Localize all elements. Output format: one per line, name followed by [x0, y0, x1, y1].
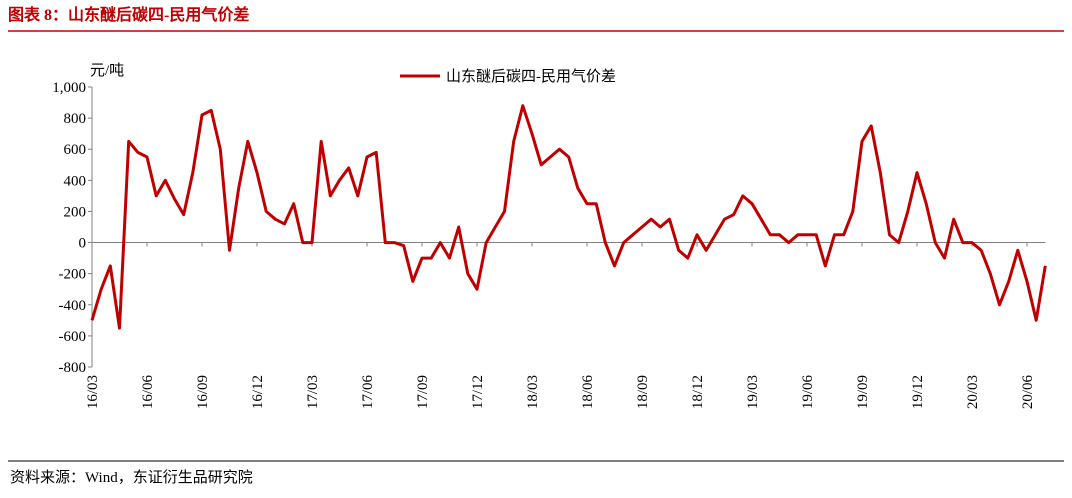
y-tick-label: 0 — [79, 236, 87, 252]
legend-label: 山东醚后碳四-民用气价差 — [446, 68, 616, 85]
x-tick-label: 19/03 — [745, 375, 761, 409]
y-tick-label: 200 — [64, 204, 87, 220]
x-tick-label: 20/06 — [1020, 375, 1036, 410]
line-series — [90, 104, 1047, 330]
y-tick-label: -600 — [59, 329, 87, 345]
x-tick-label: 19/09 — [855, 375, 871, 409]
y-tick-label: 400 — [64, 173, 87, 189]
x-tick-label: 17/12 — [470, 375, 486, 409]
y-tick-label: 800 — [64, 111, 87, 127]
x-tick-label: 19/06 — [800, 375, 816, 410]
y-tick-label: -400 — [59, 298, 87, 314]
y-tick-label: -200 — [59, 267, 87, 283]
x-tick-label: 16/03 — [85, 375, 101, 409]
x-tick-label: 19/12 — [910, 375, 926, 409]
x-tick-label: 17/06 — [360, 375, 376, 410]
x-tick-label: 18/09 — [635, 375, 651, 409]
x-tick-label: 18/06 — [580, 375, 596, 410]
x-tick-label: 17/03 — [305, 375, 321, 409]
source: 资料来源：Wind，东证衍生品研究院 — [10, 468, 253, 486]
x-tick-label: 16/09 — [195, 375, 211, 409]
x-tick-label: 18/12 — [690, 375, 706, 409]
x-tick-label: 16/12 — [250, 375, 266, 409]
y-tick-label: 1,000 — [52, 80, 86, 96]
y-tick-label: 600 — [64, 142, 87, 158]
x-tick-label: 20/03 — [965, 375, 981, 409]
x-tick-label: 18/03 — [525, 375, 541, 409]
y-tick-label: -800 — [59, 360, 87, 376]
chart-title: 图表 8：山东醚后碳四-民用气价差 — [8, 5, 249, 24]
y-unit: 元/吨 — [90, 62, 124, 79]
x-tick-label: 17/09 — [415, 375, 431, 409]
x-tick-label: 16/06 — [140, 375, 156, 410]
